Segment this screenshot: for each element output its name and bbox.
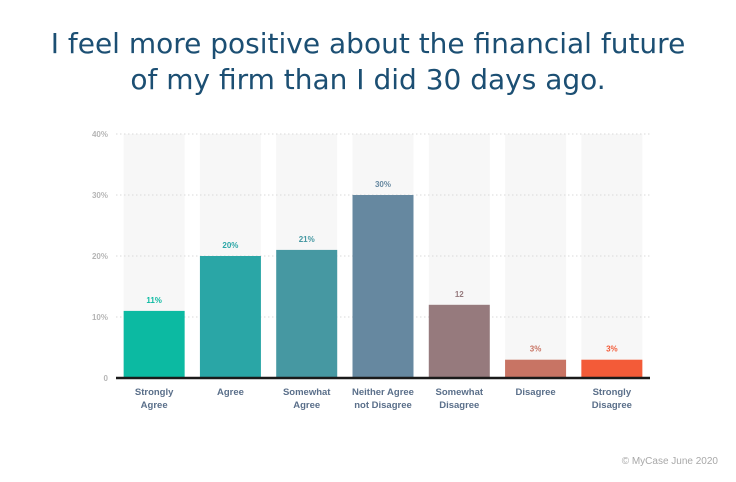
column-background — [505, 134, 567, 378]
y-tick-label: 40% — [92, 130, 108, 139]
x-category-label: not Disagree — [354, 400, 412, 411]
bar — [428, 304, 490, 378]
bar-value-label: 12 — [455, 290, 464, 299]
y-tick-label: 30% — [92, 191, 108, 200]
bar-value-label: 11% — [146, 296, 162, 305]
x-category-label: Agree — [217, 387, 244, 398]
chart-title-line-1: I feel more positive about the financial… — [50, 27, 686, 60]
bar-value-label: 3% — [606, 345, 618, 354]
x-category-label: Strongly — [593, 387, 632, 398]
y-tick-label: 20% — [92, 252, 108, 261]
bar — [276, 249, 338, 378]
copyright-notice: © MyCase June 2020 — [621, 456, 718, 467]
x-category-label: Disagree — [592, 400, 632, 411]
chart-title: I feel more positive about the financial… — [0, 26, 736, 98]
bar — [123, 310, 185, 378]
bar — [352, 195, 414, 378]
x-category-label: Somewhat — [283, 387, 331, 398]
x-category-label: Agree — [141, 400, 168, 411]
x-category-label: Strongly — [135, 387, 174, 398]
x-category-label: Disagree — [439, 400, 479, 411]
x-category-label: Neither Agree — [352, 387, 414, 398]
y-tick-label: 0 — [104, 374, 109, 383]
bar-value-label: 3% — [530, 345, 542, 354]
x-category-label: Agree — [293, 400, 320, 411]
chart-title-line-2: of my firm than I did 30 days ago. — [130, 63, 606, 96]
bar — [199, 256, 261, 378]
x-category-label: Somewhat — [436, 387, 484, 398]
bar-value-label: 20% — [222, 241, 238, 250]
x-category-label: Disagree — [516, 387, 556, 398]
bar-value-label: 21% — [299, 235, 315, 244]
bar — [581, 359, 643, 378]
bar — [505, 359, 567, 378]
y-tick-label: 10% — [92, 313, 108, 322]
bar-value-label: 30% — [375, 180, 391, 189]
